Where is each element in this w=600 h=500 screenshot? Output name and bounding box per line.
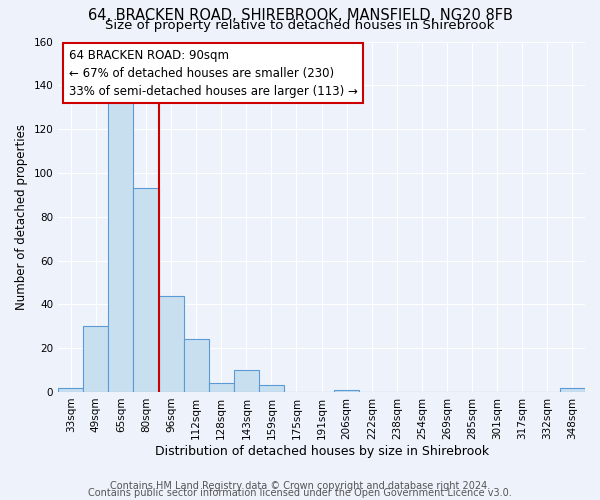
- X-axis label: Distribution of detached houses by size in Shirebrook: Distribution of detached houses by size …: [155, 444, 488, 458]
- Text: Size of property relative to detached houses in Shirebrook: Size of property relative to detached ho…: [106, 18, 494, 32]
- Y-axis label: Number of detached properties: Number of detached properties: [15, 124, 28, 310]
- Text: 64, BRACKEN ROAD, SHIREBROOK, MANSFIELD, NG20 8FB: 64, BRACKEN ROAD, SHIREBROOK, MANSFIELD,…: [88, 8, 512, 22]
- Bar: [184, 340, 209, 392]
- Text: Contains public sector information licensed under the Open Government Licence v3: Contains public sector information licen…: [88, 488, 512, 498]
- Bar: [259, 386, 284, 392]
- Text: 64 BRACKEN ROAD: 90sqm
← 67% of detached houses are smaller (230)
33% of semi-de: 64 BRACKEN ROAD: 90sqm ← 67% of detached…: [69, 48, 358, 98]
- Text: Contains HM Land Registry data © Crown copyright and database right 2024.: Contains HM Land Registry data © Crown c…: [110, 481, 490, 491]
- Bar: [560, 388, 585, 392]
- Bar: [334, 390, 359, 392]
- Bar: [158, 296, 184, 392]
- Bar: [133, 188, 158, 392]
- Bar: [109, 100, 133, 392]
- Bar: [58, 388, 83, 392]
- Bar: [234, 370, 259, 392]
- Bar: [209, 383, 234, 392]
- Bar: [83, 326, 109, 392]
